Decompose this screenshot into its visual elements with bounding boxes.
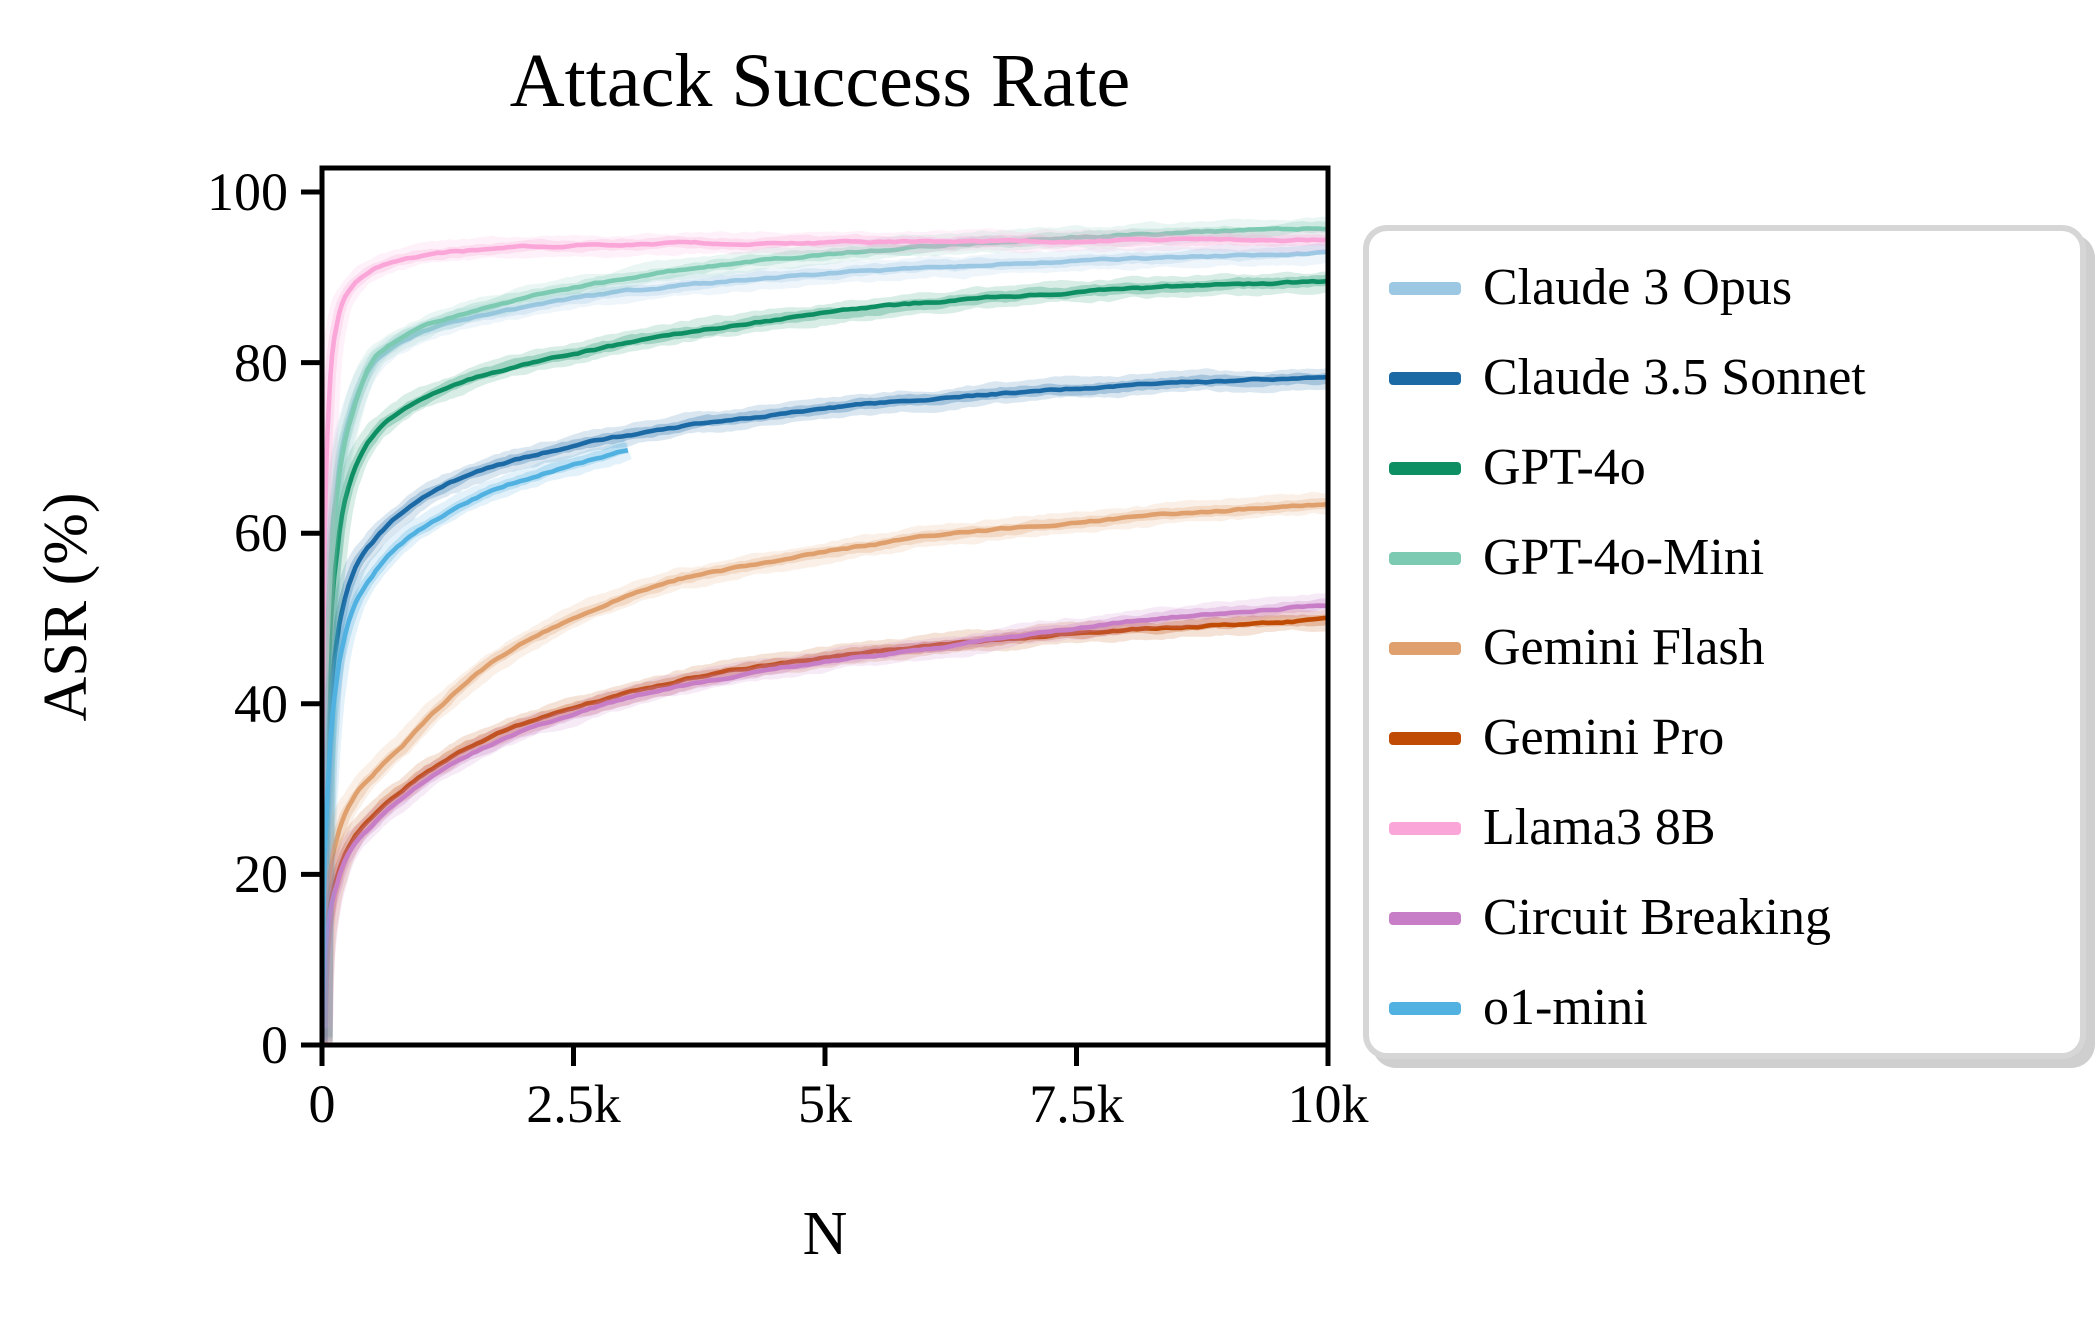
legend-label-gpt-4o: GPT-4o [1483,439,1646,496]
legend-swatch-gemini-pro [1389,731,1461,745]
legend-item-llama3-8b: Llama3 8B [1389,783,2080,873]
y-tick-80: 80 [234,333,288,393]
series-line-o1-mini [324,447,629,1030]
series-line-circuit-breaking [324,603,1326,1039]
x-tick-7500: 7.5k [1029,1074,1124,1134]
curves-layer [324,216,1326,1043]
legend-item-gpt-4o: GPT-4o [1389,423,2080,513]
series-line-claude-3-opus [324,249,1326,1012]
legend-swatch-claude-35-sonnet [1389,371,1461,385]
legend-swatch-gpt-4o [1389,461,1461,475]
series-line-claude-3-5-sonnet [324,374,1326,1026]
legend-label-gemini-flash: Gemini Flash [1483,619,1765,676]
legend-item-gpt-4o-mini: GPT-4o-Mini [1389,513,2080,603]
x-tick-10000: 10k [1288,1074,1369,1134]
x-tick-marks [319,1047,1331,1066]
legend-swatch-llama3-8b [1389,821,1461,835]
legend-label-claude-35-sonnet: Claude 3.5 Sonnet [1483,349,1866,406]
legend-label-llama3-8b: Llama3 8B [1483,799,1716,856]
x-tick-0: 0 [309,1074,336,1134]
y-tick-100: 100 [207,162,288,222]
y-tick-0: 0 [261,1015,288,1075]
legend-swatch-circuit-breaking [1389,911,1461,925]
x-axis-label: N [803,1200,848,1268]
legend: Claude 3 Opus Claude 3.5 Sonnet GPT-4o G… [1363,225,2086,1059]
x-tick-labels: 0 2.5k 5k 7.5k 10k [309,1074,1369,1134]
series-band-inner-claude-3-5-sonnet [324,372,1326,1040]
y-tick-40: 40 [234,674,288,734]
legend-label-o1-mini: o1-mini [1483,979,1648,1036]
y-tick-60: 60 [234,503,288,563]
y-tick-20: 20 [234,844,288,904]
legend-label-circuit-breaking: Circuit Breaking [1483,889,1832,946]
series-band-inner-gemini-flash [324,497,1326,1043]
legend-swatch-gemini-flash [1389,641,1461,655]
legend-swatch-o1-mini [1389,1001,1461,1015]
legend-swatch-gpt-4o-mini [1389,551,1461,565]
legend-item-gemini-flash: Gemini Flash [1389,603,2080,693]
series-band-outer-gemini-flash [324,491,1326,1043]
legend-label-gpt-4o-mini: GPT-4o-Mini [1483,529,1765,586]
legend-item-claude-3-opus: Claude 3 Opus [1389,243,2080,333]
y-tick-marks [301,189,320,1048]
series-line-gemini-pro [324,615,1326,1038]
x-tick-5000: 5k [798,1074,852,1134]
x-tick-2500: 2.5k [526,1074,621,1134]
series-band-outer-claude-3-5-sonnet [324,368,1326,1042]
legend-item-gemini-pro: Gemini Pro [1389,693,2080,783]
series-line-gpt-4o [324,278,1326,1021]
series-line-llama3-8b [324,236,1326,976]
legend-item-claude-35-sonnet: Claude 3.5 Sonnet [1389,333,2080,423]
legend-label-gemini-pro: Gemini Pro [1483,709,1725,766]
series-line-gemini-flash [324,501,1326,1035]
y-tick-labels: 0 20 40 60 80 100 [207,162,288,1075]
plot-border [319,165,1331,1048]
series-line-gpt-4o-mini [324,226,1326,1017]
legend-item-circuit-breaking: Circuit Breaking [1389,873,2080,963]
y-axis-label: ASR (%) [32,492,100,721]
legend-item-o1-mini: o1-mini [1389,963,2080,1053]
legend-swatch-claude-3-opus [1389,281,1461,295]
legend-label-claude-3-opus: Claude 3 Opus [1483,259,1793,316]
chart-title: Attack Success Rate [510,39,1130,123]
